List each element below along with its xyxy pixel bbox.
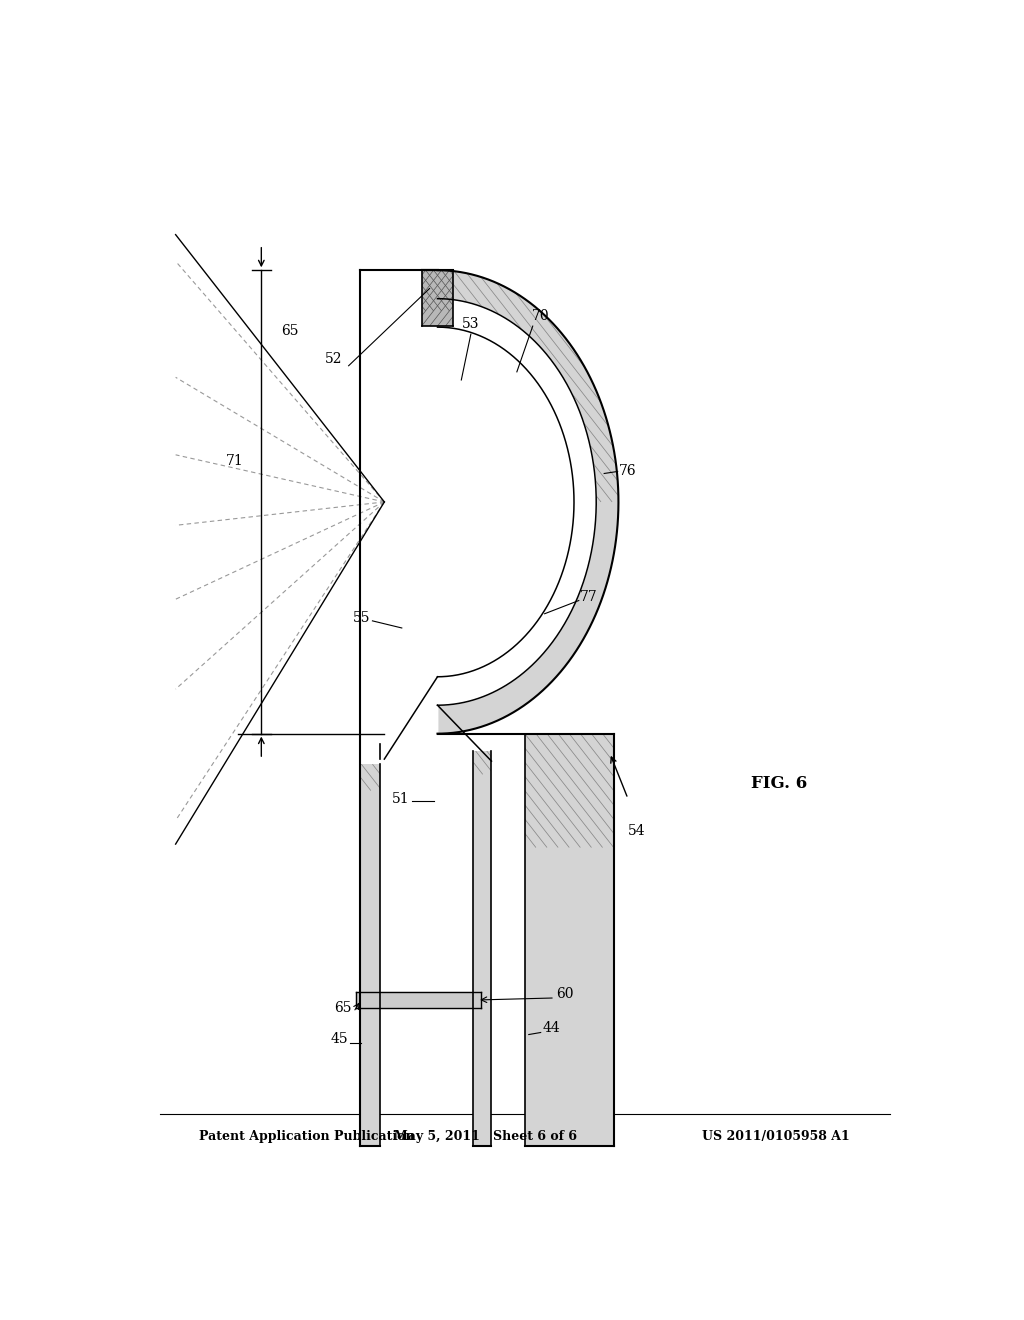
Text: 51: 51 xyxy=(392,792,410,805)
Text: 55: 55 xyxy=(352,611,370,624)
Polygon shape xyxy=(422,271,454,326)
Text: 52: 52 xyxy=(325,351,342,366)
Text: 76: 76 xyxy=(618,465,636,478)
Polygon shape xyxy=(473,751,492,1146)
Polygon shape xyxy=(380,751,473,1146)
Text: May 5, 2011   Sheet 6 of 6: May 5, 2011 Sheet 6 of 6 xyxy=(393,1130,577,1143)
Text: 65: 65 xyxy=(282,325,299,338)
Text: 70: 70 xyxy=(531,309,550,323)
Text: FIG. 6: FIG. 6 xyxy=(751,775,807,792)
Text: 77: 77 xyxy=(581,590,598,605)
Text: 53: 53 xyxy=(462,317,479,331)
Text: US 2011/0105958 A1: US 2011/0105958 A1 xyxy=(702,1130,850,1143)
Text: Patent Application Publication: Patent Application Publication xyxy=(200,1130,415,1143)
Polygon shape xyxy=(473,751,492,1146)
Polygon shape xyxy=(359,764,380,1146)
Text: 71: 71 xyxy=(226,454,244,469)
Text: 45: 45 xyxy=(331,1032,348,1045)
Text: 44: 44 xyxy=(543,1022,560,1035)
Polygon shape xyxy=(437,271,618,734)
Text: 54: 54 xyxy=(628,824,645,838)
Polygon shape xyxy=(524,734,613,1146)
Polygon shape xyxy=(437,271,574,734)
Polygon shape xyxy=(422,271,454,326)
Polygon shape xyxy=(355,991,481,1008)
Text: 65: 65 xyxy=(334,1001,352,1015)
Polygon shape xyxy=(524,734,613,1146)
Polygon shape xyxy=(437,298,596,705)
Polygon shape xyxy=(492,734,524,1146)
Polygon shape xyxy=(437,271,618,734)
Polygon shape xyxy=(359,764,380,1146)
Text: 60: 60 xyxy=(557,987,574,1001)
